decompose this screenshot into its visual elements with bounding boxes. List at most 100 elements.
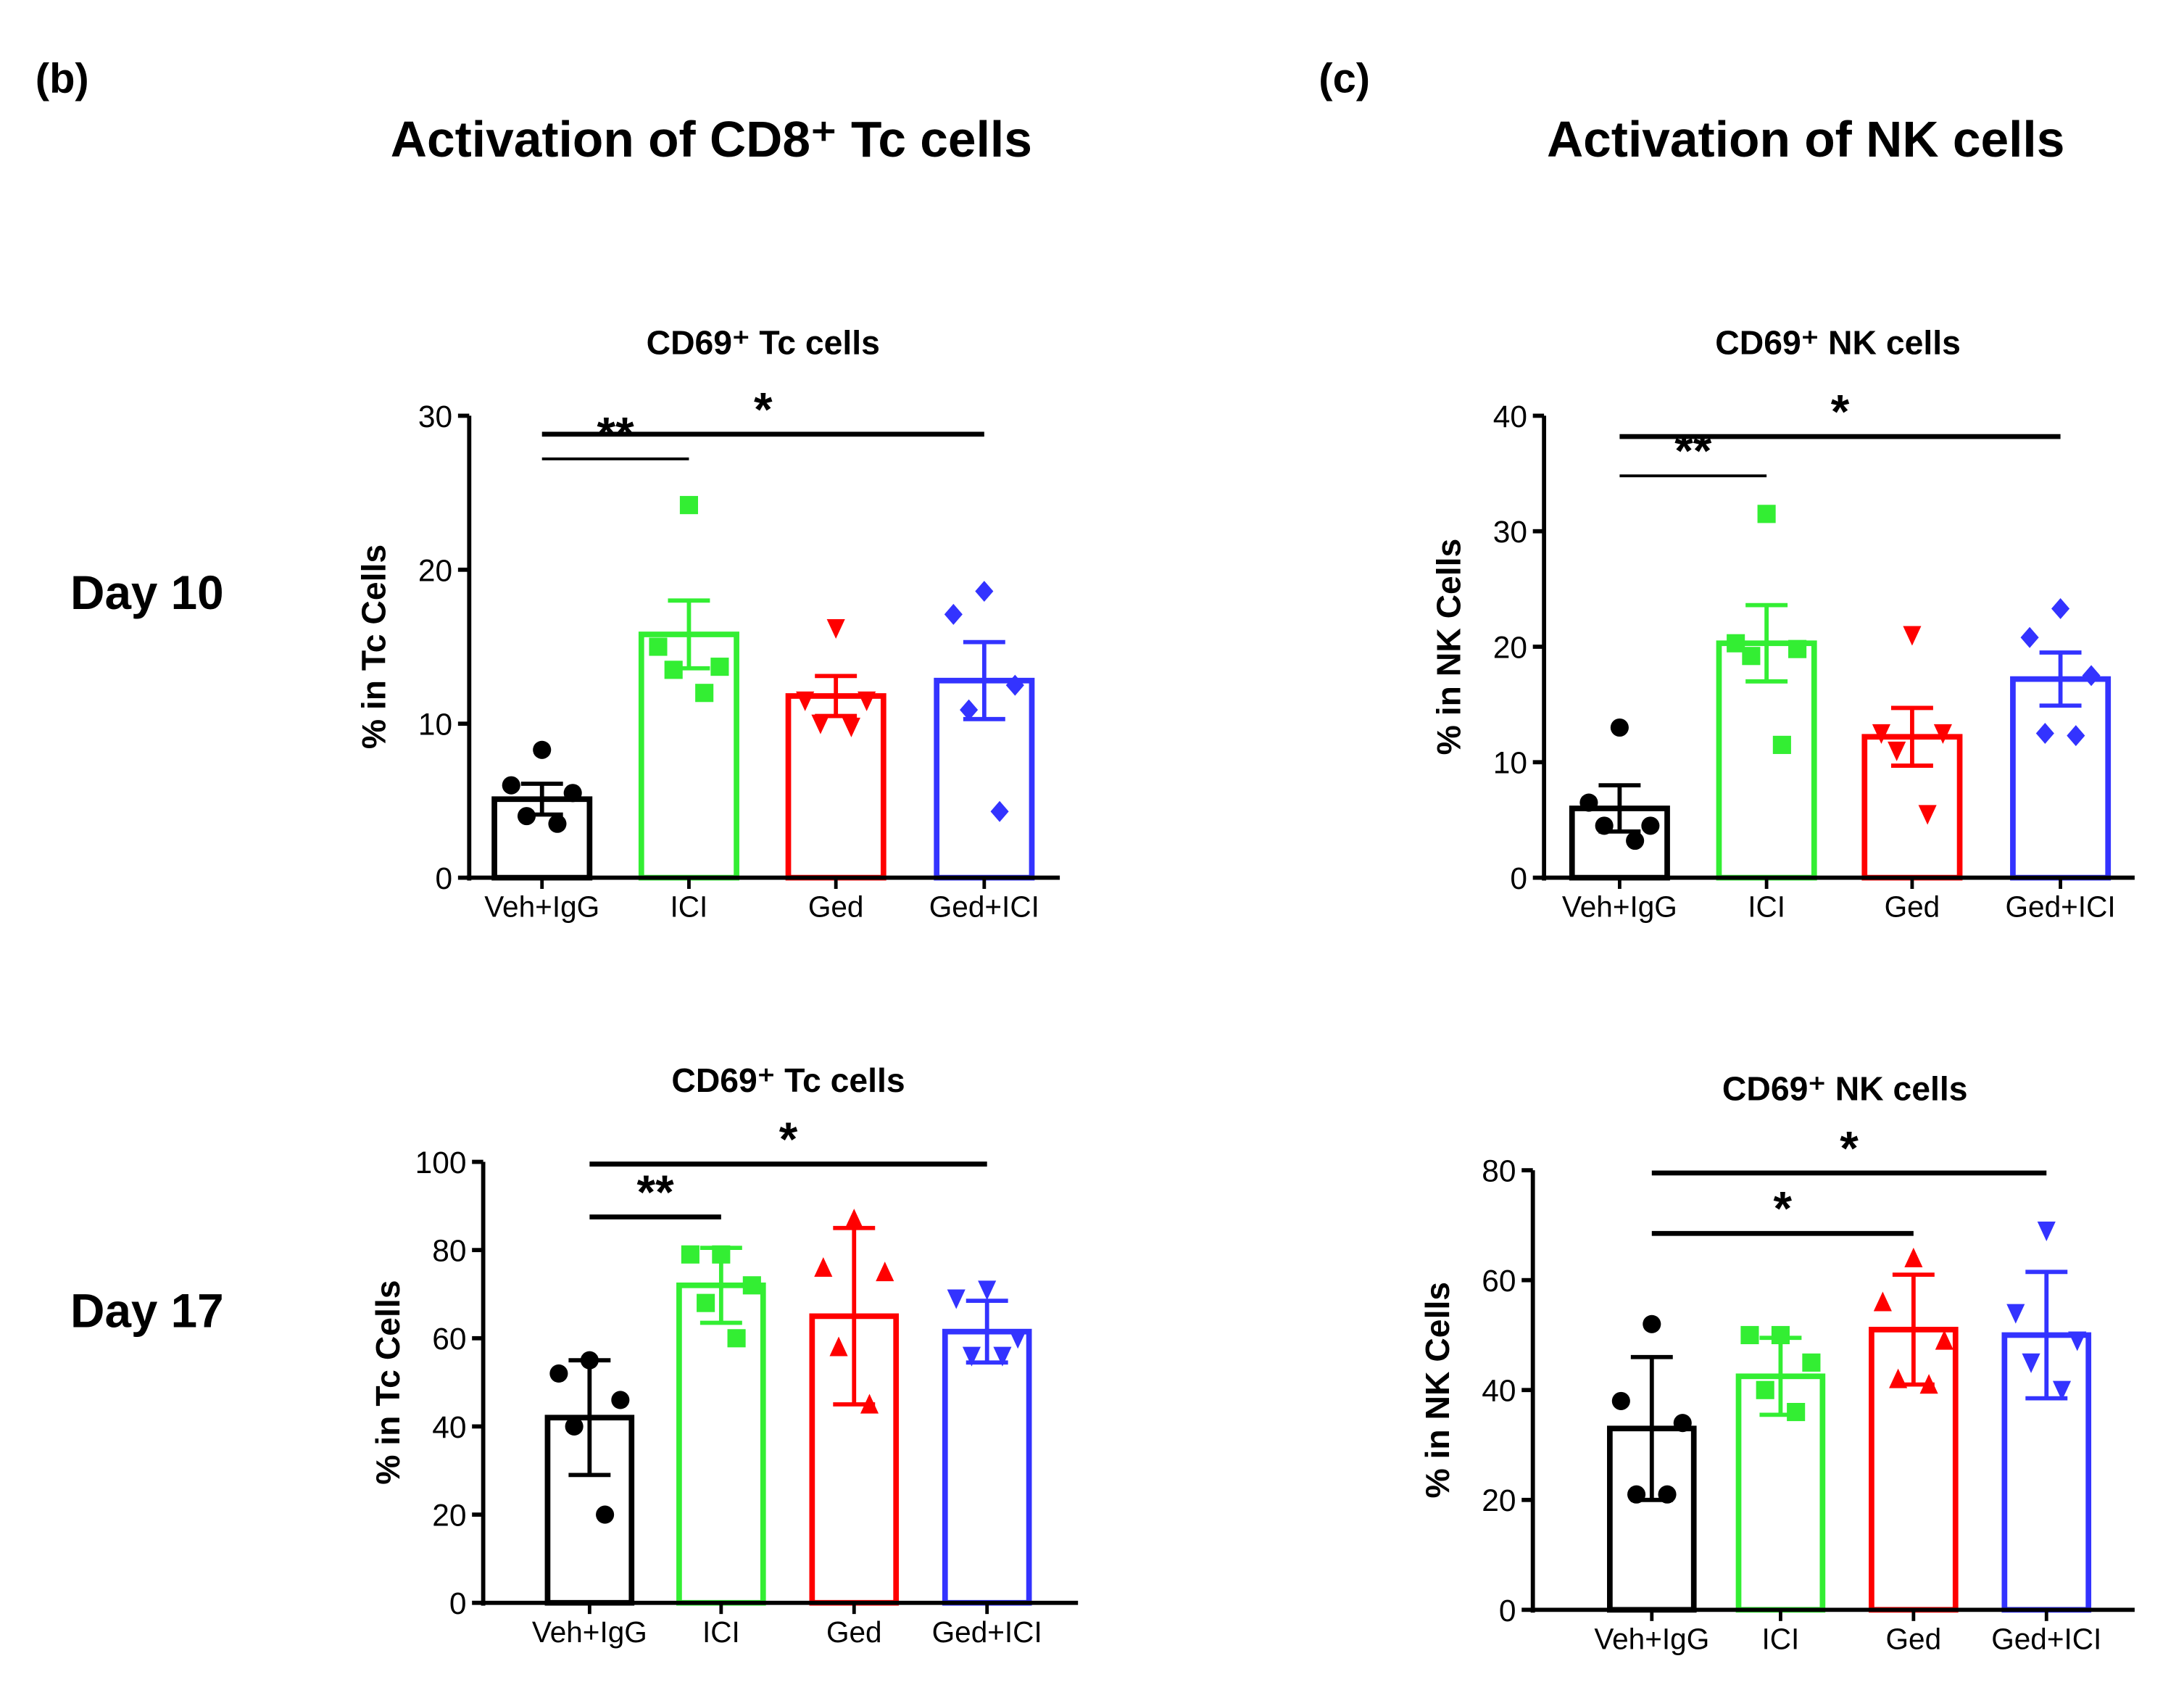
x-tick-label: ICI xyxy=(670,890,708,924)
data-point xyxy=(2022,1353,2040,1373)
significance-label: * xyxy=(1840,1122,1859,1175)
y-tick-label: 100 xyxy=(415,1146,467,1180)
row-label-day17: Day 17 xyxy=(70,1284,224,1337)
significance-label: * xyxy=(1831,386,1850,439)
data-point xyxy=(1772,735,1791,754)
x-tick-label: Ged xyxy=(1885,890,1940,924)
data-point xyxy=(844,1209,863,1229)
data-point xyxy=(2035,722,2054,744)
chart-0: CD69⁺ Tc cells % in Tc Cells Veh+IgG ICI Ged… xyxy=(354,323,1060,924)
data-point xyxy=(796,691,815,711)
y-tick-label: 0 xyxy=(1510,861,1527,895)
data-point xyxy=(1643,1314,1661,1333)
data-point xyxy=(811,714,830,734)
y-tick-label: 40 xyxy=(1493,399,1527,434)
x-tick-label: Veh+IgG xyxy=(484,890,599,924)
data-point xyxy=(517,807,536,826)
data-point xyxy=(1641,816,1660,835)
y-tick-label: 10 xyxy=(1493,746,1527,780)
chart-2: CD69⁺ Tc cells % in Tc Cells Veh+IgG ICI Ged… xyxy=(369,1061,1079,1649)
y-tick-label: 0 xyxy=(449,1586,467,1620)
x-tick-label: ICI xyxy=(1748,890,1785,924)
data-point xyxy=(611,1391,630,1409)
data-point xyxy=(697,1293,715,1312)
data-point xyxy=(990,800,1009,822)
data-point xyxy=(2037,1221,2056,1241)
y-tick-label: 30 xyxy=(1493,515,1527,549)
data-point xyxy=(742,1276,761,1295)
data-point xyxy=(1771,1325,1790,1345)
chart-title: CD69⁺ NK cells xyxy=(1715,323,1961,361)
data-point xyxy=(1933,724,1952,744)
x-tick-label: Veh+IgG xyxy=(1594,1622,1709,1655)
x-tick-label: ICI xyxy=(1762,1622,1800,1655)
data-point xyxy=(1727,634,1745,653)
data-point xyxy=(2006,1304,2025,1324)
data-point xyxy=(1888,741,1906,761)
significance-label: * xyxy=(754,383,773,436)
data-point xyxy=(563,784,582,803)
data-point xyxy=(842,717,860,737)
bar-Ged+ICI xyxy=(942,1328,1032,1606)
data-point xyxy=(814,1257,833,1277)
data-point xyxy=(1610,718,1629,737)
data-point xyxy=(533,740,552,759)
data-point xyxy=(858,691,876,711)
y-tick-label: 10 xyxy=(418,708,452,742)
data-point xyxy=(596,1505,615,1524)
row-label-day10: Day 10 xyxy=(70,566,224,619)
y-axis-label: % in Tc Cells xyxy=(354,544,392,749)
data-point xyxy=(580,1351,599,1370)
x-tick-label: Ged+ICI xyxy=(1991,1622,2101,1655)
x-tick-label: Ged xyxy=(808,890,864,924)
data-point xyxy=(1873,1291,1892,1312)
y-tick-label: 0 xyxy=(1499,1594,1516,1628)
significance-label: * xyxy=(1774,1183,1793,1235)
data-point xyxy=(944,603,963,625)
data-point xyxy=(679,496,698,515)
chart-3: CD69⁺ NK cells % in NK Cells Veh+IgG ICI Ged… xyxy=(1419,1070,2135,1655)
data-point xyxy=(502,776,520,795)
panel-title-c: Activation of NK cells xyxy=(1547,111,2064,167)
x-tick-label: Veh+IgG xyxy=(532,1615,647,1649)
data-point xyxy=(947,1289,966,1309)
data-point xyxy=(1802,1353,1821,1372)
data-point xyxy=(2051,597,2070,619)
significance-label: * xyxy=(779,1113,798,1166)
data-point xyxy=(2068,1331,2087,1351)
data-point xyxy=(1626,832,1645,850)
data-point xyxy=(1787,1402,1806,1422)
x-tick-label: Ged+ICI xyxy=(932,1615,1042,1649)
data-point xyxy=(1658,1485,1677,1504)
chart-1: CD69⁺ NK cells % in NK Cells Veh+IgG ICI Ged… xyxy=(1429,323,2135,924)
y-tick-label: 20 xyxy=(432,1499,466,1533)
y-tick-label: 0 xyxy=(436,861,453,895)
data-point xyxy=(1935,1330,1953,1350)
data-point xyxy=(710,658,729,676)
bar-Ged+ICI xyxy=(2010,676,2112,881)
significance-label: ** xyxy=(637,1166,675,1219)
y-tick-label: 40 xyxy=(1482,1374,1516,1408)
y-tick-label: 60 xyxy=(1482,1264,1516,1298)
y-tick-label: 80 xyxy=(432,1234,466,1268)
data-point xyxy=(695,684,714,703)
x-tick-label: Ged xyxy=(1886,1622,1942,1655)
panel-label-c: (c) xyxy=(1319,55,1370,102)
y-tick-label: 80 xyxy=(1482,1154,1516,1188)
y-tick-label: 60 xyxy=(432,1322,466,1356)
panel-label-b: (b) xyxy=(36,55,89,102)
data-point xyxy=(712,1245,731,1264)
data-point xyxy=(549,1364,568,1383)
data-point xyxy=(860,1393,879,1414)
data-point xyxy=(1740,1325,1759,1345)
data-point xyxy=(649,637,668,656)
data-point xyxy=(978,1280,997,1301)
data-point xyxy=(1889,1368,1908,1388)
data-point xyxy=(548,814,567,833)
data-point xyxy=(993,1346,1012,1367)
data-point xyxy=(565,1417,584,1436)
y-tick-label: 30 xyxy=(418,399,452,434)
data-point xyxy=(1742,647,1761,666)
chart-title: CD69⁺ NK cells xyxy=(1722,1070,1968,1108)
